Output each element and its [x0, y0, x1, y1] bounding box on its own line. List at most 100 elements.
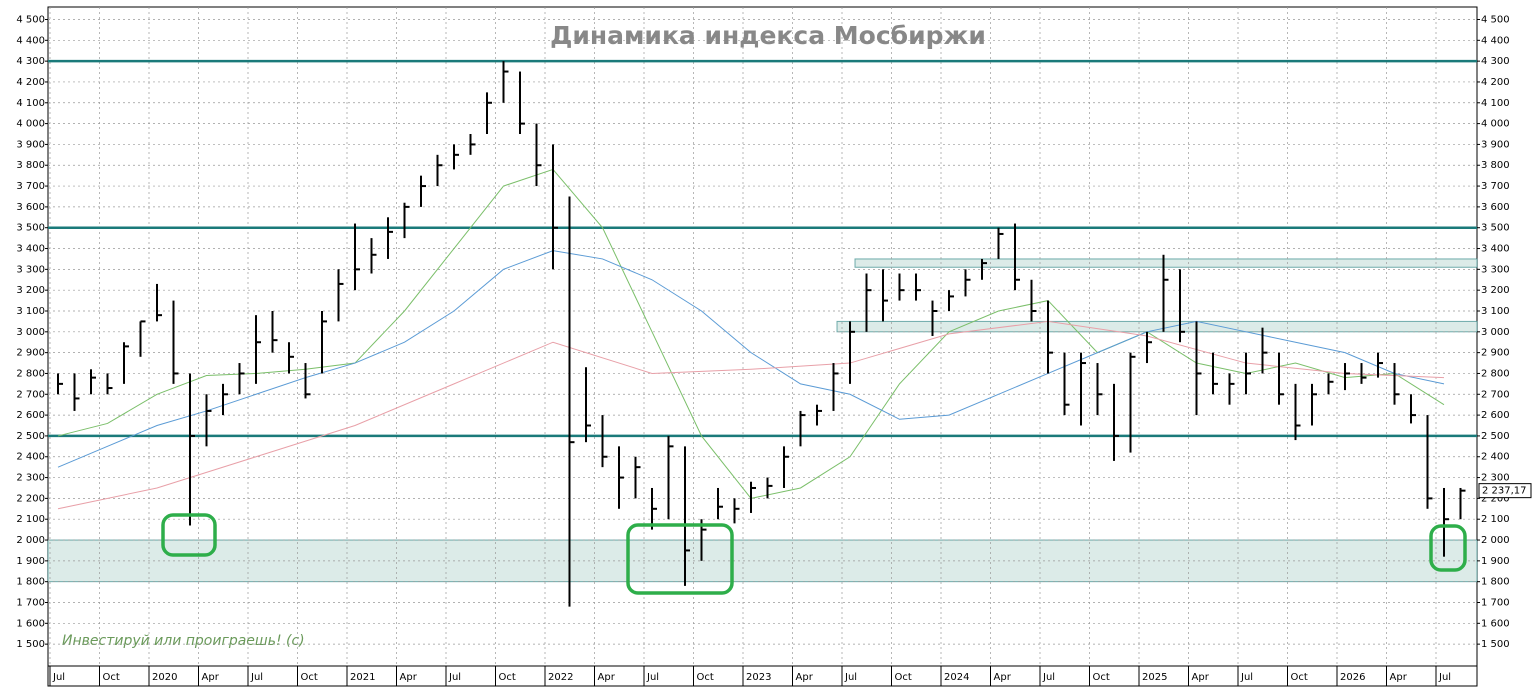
- y-tick-label: 2 700: [16, 389, 45, 400]
- y-tick-label: 2 600: [16, 410, 45, 421]
- y-tick-label-right: 2 400: [1481, 452, 1510, 463]
- y-tick-label-right: 3 800: [1481, 160, 1510, 171]
- y-tick-label-right: 3 200: [1481, 285, 1510, 296]
- x-tick-label: 2024: [944, 672, 969, 683]
- last-price-box: [1478, 483, 1532, 499]
- y-tick-label-right: 2 900: [1481, 348, 1510, 359]
- x-tick-label: Jul: [1240, 672, 1253, 683]
- x-tick-label: Apr: [598, 672, 616, 683]
- watermark: Инвестируй или проиграешь! (с): [62, 633, 305, 649]
- y-tick-label: 4 300: [16, 56, 45, 67]
- x-tick-label: Apr: [400, 672, 418, 683]
- y-tick-label-right: 3 300: [1481, 264, 1510, 275]
- y-tick-label-right: 2 100: [1481, 514, 1510, 525]
- x-tick-label: Oct: [103, 672, 120, 683]
- y-tick-label-right: 4 500: [1481, 14, 1510, 25]
- y-tick-label-right: 3 000: [1481, 327, 1510, 338]
- y-tick-label: 1 500: [16, 639, 45, 650]
- x-tick-label: Oct: [895, 672, 912, 683]
- y-tick-label: 3 800: [16, 160, 45, 171]
- y-tick-label: 4 500: [16, 14, 45, 25]
- y-tick-label: 2 300: [16, 473, 45, 484]
- y-tick-label: 4 200: [16, 77, 45, 88]
- x-tick-label: Apr: [1192, 672, 1210, 683]
- y-tick-label: 3 400: [16, 244, 45, 255]
- x-tick-label: Apr: [202, 672, 220, 683]
- x-tick-label: Jul: [844, 672, 857, 683]
- x-tick-label: Jul: [448, 672, 461, 683]
- y-tick-label-right: 2 700: [1481, 389, 1510, 400]
- y-tick-label-right: 2 000: [1481, 535, 1510, 546]
- y-tick-label: 4 000: [16, 119, 45, 130]
- y-tick-label-right: 4 000: [1481, 119, 1510, 130]
- y-tick-label-right: 1 900: [1481, 556, 1510, 567]
- x-tick-label: Jul: [1042, 672, 1055, 683]
- y-tick-label-right: 2 300: [1481, 473, 1510, 484]
- y-tick-label: 1 600: [16, 618, 45, 629]
- y-tick-label-right: 3 700: [1481, 181, 1510, 192]
- highlight-box: [1429, 524, 1467, 572]
- zone: [854, 258, 1478, 268]
- x-tick-label: Oct: [499, 672, 516, 683]
- moving-average: [57, 250, 1445, 468]
- y-tick-label: 2 800: [16, 368, 45, 379]
- x-tick-label: Apr: [796, 672, 814, 683]
- y-tick-label-right: 3 500: [1481, 223, 1510, 234]
- y-tick-label-right: 2 600: [1481, 410, 1510, 421]
- chart-title: Динамика индекса Мосбиржи: [550, 21, 986, 50]
- y-tick-label: 2 400: [16, 452, 45, 463]
- y-tick-label-right: 4 100: [1481, 98, 1510, 109]
- y-tick-label: 1 700: [16, 597, 45, 608]
- y-tick-label: 3 700: [16, 181, 45, 192]
- x-tick-label: 2023: [746, 672, 771, 683]
- x-tick-label: 2025: [1142, 672, 1167, 683]
- x-tick-label: 2026: [1340, 672, 1365, 683]
- y-tick-label: 2 900: [16, 348, 45, 359]
- y-tick-label-right: 2 500: [1481, 431, 1510, 442]
- x-tick-label: 2022: [548, 672, 573, 683]
- y-tick-label: 1 800: [16, 577, 45, 588]
- x-tick-label: Jul: [250, 672, 263, 683]
- x-tick-label: Oct: [1291, 672, 1308, 683]
- x-tick-label: Jul: [1438, 672, 1451, 683]
- y-tick-label-right: 2 200: [1481, 493, 1510, 504]
- y-tick-label: 4 400: [16, 35, 45, 46]
- x-tick-label: Jul: [52, 672, 65, 683]
- y-tick-label: 2 200: [16, 493, 45, 504]
- y-tick-label-right: 1 800: [1481, 577, 1510, 588]
- y-tick-label-right: 4 200: [1481, 77, 1510, 88]
- y-tick-label-right: 3 400: [1481, 244, 1510, 255]
- x-tick-label: Apr: [994, 672, 1012, 683]
- y-tick-label: 3 100: [16, 306, 45, 317]
- x-tick-label: Oct: [697, 672, 714, 683]
- x-tick-label: Oct: [1093, 672, 1110, 683]
- y-tick-label: 4 100: [16, 98, 45, 109]
- x-tick-label: Apr: [1390, 672, 1408, 683]
- zone: [47, 539, 1478, 583]
- y-tick-label: 3 500: [16, 223, 45, 234]
- zone: [836, 320, 1478, 333]
- y-tick-label: 3 200: [16, 285, 45, 296]
- y-tick-label-right: 4 400: [1481, 35, 1510, 46]
- y-tick-label-right: 1 600: [1481, 618, 1510, 629]
- y-tick-label-right: 3 600: [1481, 202, 1510, 213]
- y-tick-label-right: 2 800: [1481, 368, 1510, 379]
- y-tick-label-right: 3 900: [1481, 139, 1510, 150]
- y-tick-label-right: 1 500: [1481, 639, 1510, 650]
- y-tick-label-right: 4 300: [1481, 56, 1510, 67]
- y-tick-label: 3 600: [16, 202, 45, 213]
- x-tick-label: Oct: [301, 672, 318, 683]
- y-tick-label: 3 300: [16, 264, 45, 275]
- y-tick-label: 2 100: [16, 514, 45, 525]
- y-tick-label-right: 3 100: [1481, 306, 1510, 317]
- x-tick-label: 2021: [350, 672, 375, 683]
- x-tick-label: Jul: [646, 672, 659, 683]
- highlight-box: [626, 523, 734, 595]
- highlight-box: [161, 513, 217, 557]
- y-tick-label: 2 500: [16, 431, 45, 442]
- x-axis-band: [47, 665, 1478, 687]
- y-tick-label: 3 000: [16, 327, 45, 338]
- y-tick-label: 1 900: [16, 556, 45, 567]
- x-tick-label: 2020: [152, 672, 177, 683]
